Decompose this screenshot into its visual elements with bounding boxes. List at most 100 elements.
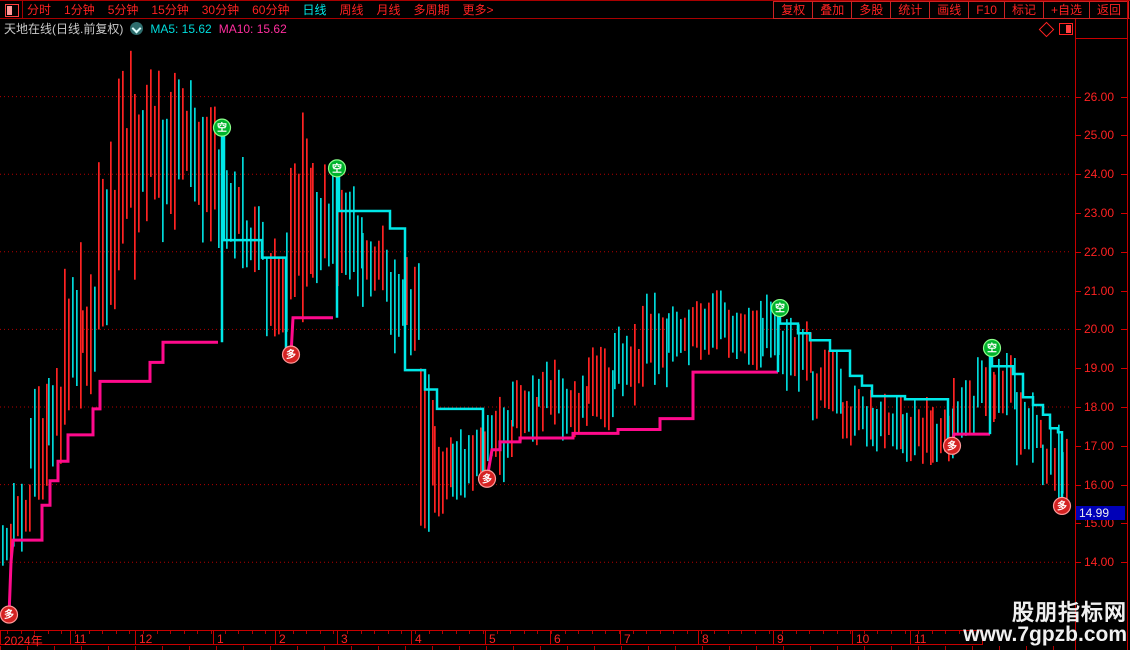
week-tick <box>75 631 76 634</box>
tool-menu-item-4[interactable]: 画线 <box>929 1 970 19</box>
bottom-minor-tick <box>810 646 811 650</box>
month-label: 7 <box>624 632 631 646</box>
month-divider <box>135 631 136 645</box>
tool-menu-item-8[interactable]: 返回 <box>1088 1 1129 19</box>
month-label: 3 <box>341 632 348 646</box>
price-axis-label: 21.00 <box>1084 283 1115 298</box>
svg-text:多: 多 <box>482 472 492 485</box>
timeframe-menu: 分时 1分钟 5分钟 15分钟 30分钟 60分钟 日线 周线 月线 多周期 更多> <box>27 1 494 19</box>
week-tick <box>796 631 797 634</box>
week-tick <box>116 631 117 634</box>
top-menu-item-1[interactable]: 1分钟 <box>64 3 95 17</box>
chart-title-row: 天地在线(日线.前复权) MA5: 15.62 MA10: 15.62 <box>4 20 287 37</box>
bottom-minor-tick <box>756 646 757 650</box>
short-signal-icon: 空 <box>212 118 232 137</box>
top-menu-item-5[interactable]: 60分钟 <box>252 3 290 17</box>
week-tick <box>537 631 538 634</box>
month-label: 2 <box>279 632 286 646</box>
week-tick <box>184 631 185 634</box>
right-border <box>1127 0 1128 650</box>
top-menu-item-7[interactable]: 周线 <box>339 3 364 17</box>
week-tick <box>143 631 144 634</box>
month-divider <box>337 631 338 645</box>
top-menu-item-0[interactable]: 分时 <box>27 3 52 17</box>
week-tick <box>728 631 729 634</box>
tool-menu-item-5[interactable]: F10 <box>968 1 1005 19</box>
price-tick <box>1121 174 1127 176</box>
week-tick <box>551 631 552 634</box>
week-tick <box>850 631 851 634</box>
price-tick <box>1121 445 1127 447</box>
date-axis[interactable]: 2024年 11 12 1 2 3 4 5 6 7 8 9 10 11 <box>0 630 983 648</box>
bottom-minor-tick <box>351 646 352 650</box>
window-split-icon[interactable] <box>5 4 19 17</box>
week-tick <box>918 631 919 634</box>
tool-menu-item-2[interactable]: 多股 <box>851 1 892 19</box>
tool-menu-item-0[interactable]: 复权 <box>773 1 814 19</box>
bottom-minor-tick <box>297 646 298 650</box>
bottom-minor-tick <box>54 646 55 650</box>
tool-menu-item-3[interactable]: 统计 <box>890 1 931 19</box>
week-tick <box>701 631 702 634</box>
month-label: 4 <box>415 632 422 646</box>
price-tick <box>1075 329 1081 331</box>
top-menu-item-2[interactable]: 5分钟 <box>107 3 139 17</box>
tool-menu-item-6[interactable]: 标记 <box>1003 1 1044 19</box>
month-divider <box>852 631 853 645</box>
week-tick <box>755 631 756 634</box>
price-tick <box>1075 135 1081 137</box>
bottom-minor-tick <box>216 646 217 650</box>
bottom-minor-tick <box>81 646 82 650</box>
top-menu-bar: 分时 1分钟 5分钟 15分钟 30分钟 60分钟 日线 周线 月线 多周期 更多> 复权 叠加 多股统… <box>0 0 1130 19</box>
menu-separator <box>22 1 23 19</box>
top-menu-item-3[interactable]: 15分钟 <box>151 3 189 17</box>
top-menu-item-8[interactable]: 月线 <box>376 3 401 17</box>
price-tick <box>1121 251 1127 253</box>
tool-menu-item-7[interactable]: +自选 <box>1042 1 1090 19</box>
top-menu-item-4[interactable]: 30分钟 <box>201 3 240 17</box>
price-tick <box>1075 368 1081 370</box>
bottom-minor-tick <box>621 646 622 650</box>
week-tick <box>456 631 457 634</box>
svg-text:多: 多 <box>1057 499 1067 512</box>
bottom-minor-tick <box>675 646 676 650</box>
bottom-minor-tick <box>324 646 325 650</box>
price-tick <box>1121 484 1127 486</box>
long-signal-icon: 多 <box>942 436 962 455</box>
split-pane-icon[interactable] <box>1059 23 1073 35</box>
top-menu-item-9[interactable]: 多周期 <box>413 3 450 17</box>
price-axis-label: 18.00 <box>1084 399 1115 414</box>
price-tick <box>1075 484 1081 486</box>
week-tick <box>565 631 566 634</box>
diamond-icon[interactable] <box>1038 21 1055 38</box>
price-axis-top-border <box>1075 38 1128 39</box>
bottom-minor-tick <box>0 646 1 650</box>
tools-menu: 复权 叠加 多股 统计 画线 F10 标记 +自选 返回 <box>773 1 1129 19</box>
week-tick <box>401 631 402 634</box>
week-tick <box>605 631 606 634</box>
price-axis-label: 24.00 <box>1084 167 1115 182</box>
short-signal-icon: 空 <box>982 338 1002 358</box>
week-tick <box>102 631 103 634</box>
week-tick <box>578 631 579 634</box>
week-tick <box>837 631 838 634</box>
bottom-minor-tick <box>729 646 730 650</box>
week-tick <box>225 631 226 634</box>
week-tick <box>197 631 198 634</box>
top-menu-item-6[interactable]: 日线 <box>302 3 327 17</box>
chevron-down-icon[interactable] <box>130 22 144 35</box>
week-tick <box>306 631 307 634</box>
price-tick <box>1075 562 1081 564</box>
bottom-minor-tick <box>837 646 838 650</box>
tool-menu-item-1[interactable]: 叠加 <box>812 1 853 19</box>
price-tick <box>1121 329 1127 331</box>
week-tick <box>959 631 960 634</box>
week-tick <box>809 631 810 634</box>
week-tick <box>429 631 430 634</box>
watermark-url: www.7gpzb.com <box>963 623 1127 646</box>
week-tick <box>157 631 158 634</box>
top-menu-item-10[interactable]: 更多> <box>462 3 494 17</box>
week-tick <box>34 631 35 634</box>
price-axis-label: 22.00 <box>1084 244 1115 259</box>
